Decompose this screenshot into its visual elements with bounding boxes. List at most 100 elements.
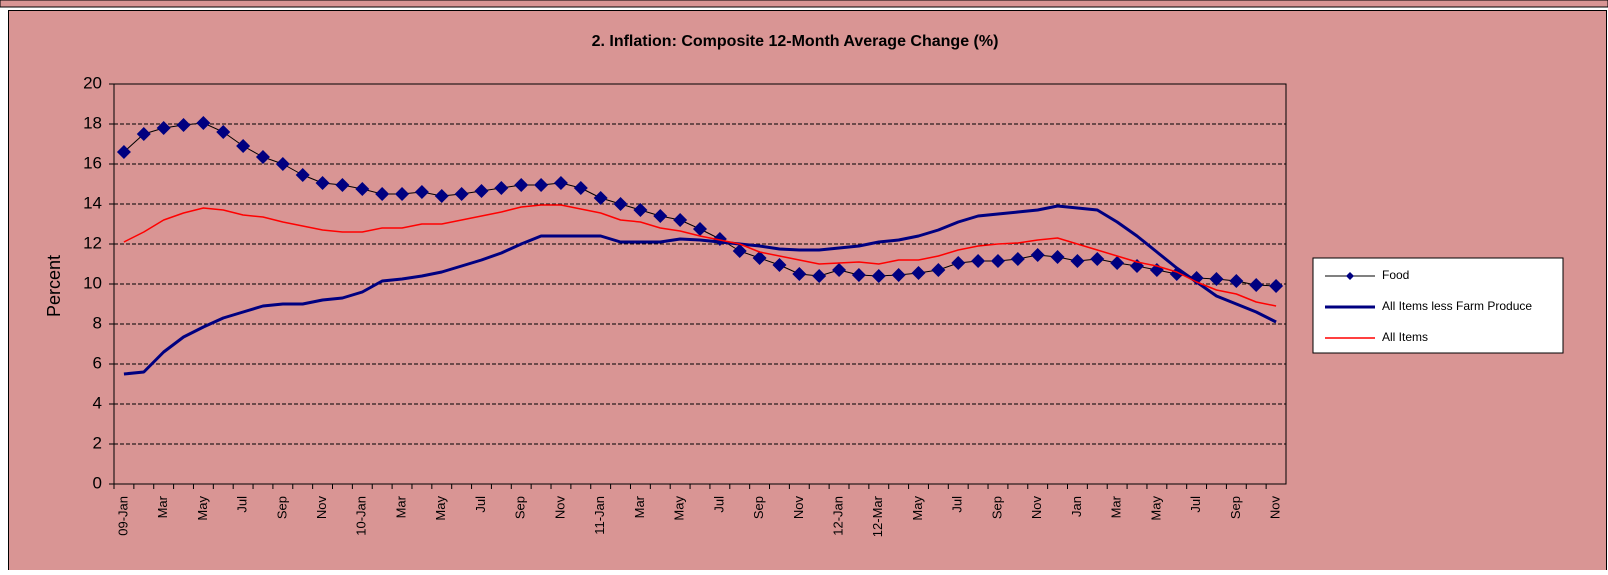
- data-point: [693, 222, 707, 236]
- x-tick-label: 12-Mar: [870, 495, 885, 537]
- series-line: [123, 204, 1277, 307]
- data-point: [255, 150, 270, 164]
- y-axis-label: Percent: [44, 255, 64, 317]
- x-tick-label: Jul: [1188, 496, 1203, 513]
- data-point: [752, 251, 767, 265]
- legend-label: All Items less Farm Produce: [1382, 299, 1532, 313]
- x-tick-label: Nov: [1029, 496, 1044, 520]
- x-tick-label: Sep: [751, 496, 766, 519]
- data-point: [1050, 250, 1065, 264]
- data-point: [1110, 256, 1125, 270]
- data-point: [1010, 252, 1025, 266]
- data-point: [971, 254, 986, 268]
- data-point: [951, 256, 966, 270]
- data-point: [673, 213, 688, 227]
- x-tick-label: Mar: [155, 495, 170, 518]
- legend-label: Food: [1382, 268, 1409, 282]
- x-tick-label: May: [195, 496, 210, 521]
- data-point: [613, 197, 628, 211]
- y-tick-label: 4: [93, 393, 102, 412]
- legend-marker: [1346, 272, 1354, 280]
- data-point: [573, 181, 588, 195]
- data-point: [514, 178, 529, 192]
- data-point: [1209, 272, 1224, 286]
- x-tick-label: Nov: [314, 496, 329, 520]
- data-point: [792, 267, 807, 281]
- x-tick-label: Jan: [1069, 496, 1084, 517]
- data-point: [236, 139, 251, 153]
- data-point: [911, 266, 926, 280]
- chart-title: 2. Inflation: Composite 12-Month Average…: [592, 33, 999, 50]
- x-tick-label: Jul: [711, 496, 726, 513]
- x-tick-label: Mar: [632, 495, 647, 518]
- x-tick-label: Nov: [791, 496, 806, 520]
- x-tick-label: Jul: [235, 496, 250, 513]
- data-point: [414, 185, 429, 199]
- data-point: [196, 116, 211, 130]
- data-point: [375, 187, 390, 201]
- x-tick-label: 12-Jan: [830, 496, 845, 536]
- x-tick-label: 10-Jan: [354, 496, 369, 536]
- data-point: [156, 121, 171, 135]
- data-point: [395, 187, 410, 201]
- data-point: [851, 268, 866, 282]
- data-point: [1229, 274, 1244, 288]
- data-point: [494, 181, 509, 195]
- y-tick-label: 2: [93, 433, 102, 452]
- data-point: [295, 168, 310, 182]
- x-tick-label: 11-Jan: [592, 496, 607, 535]
- series-line: [123, 204, 1277, 376]
- data-point: [832, 263, 847, 277]
- data-point: [653, 209, 668, 223]
- x-tick-label: May: [433, 496, 448, 521]
- data-point: [1090, 252, 1105, 266]
- data-point: [1249, 278, 1264, 292]
- data-point: [772, 258, 787, 272]
- data-point: [931, 263, 946, 277]
- data-point: [355, 182, 370, 196]
- data-point: [553, 176, 568, 190]
- data-point: [1269, 279, 1284, 293]
- data-point: [315, 176, 330, 190]
- data-point: [1030, 248, 1045, 262]
- y-tick-label: 12: [83, 233, 102, 252]
- x-tick-label: Mar: [393, 495, 408, 518]
- y-tick-label: 0: [93, 473, 102, 492]
- data-point: [891, 268, 906, 282]
- data-point: [732, 244, 747, 258]
- x-tick-label: Sep: [1228, 496, 1243, 519]
- data-point: [136, 127, 151, 141]
- data-point: [176, 118, 191, 132]
- data-point: [812, 269, 827, 283]
- data-point: [335, 178, 350, 192]
- data-point: [454, 187, 469, 201]
- y-tick-label: 8: [93, 313, 102, 332]
- y-tick-label: 10: [83, 273, 102, 292]
- data-point: [1189, 271, 1204, 285]
- x-tick-label: May: [910, 496, 925, 521]
- x-tick-label: Jul: [950, 496, 965, 513]
- legend-label: All Items: [1382, 330, 1428, 344]
- y-tick-label: 20: [83, 73, 102, 92]
- data-point: [474, 184, 489, 198]
- x-tick-label: Nov: [552, 496, 567, 520]
- x-tick-label: Nov: [1268, 496, 1283, 520]
- x-tick-label: May: [1148, 496, 1163, 521]
- top-strip: [0, 0, 1608, 8]
- data-point: [593, 191, 608, 205]
- data-point: [871, 269, 886, 283]
- x-tick-label: May: [672, 496, 687, 521]
- y-tick-label: 6: [93, 353, 102, 372]
- data-point: [116, 145, 131, 159]
- data-point: [633, 203, 648, 217]
- data-point: [534, 178, 549, 192]
- data-point: [216, 125, 231, 139]
- data-point: [434, 189, 449, 203]
- y-tick-label: 14: [83, 193, 102, 212]
- x-tick-label: Sep: [513, 496, 528, 519]
- x-tick-label: Mar: [1109, 495, 1124, 518]
- data-point: [275, 157, 290, 171]
- x-tick-label: Sep: [989, 496, 1004, 519]
